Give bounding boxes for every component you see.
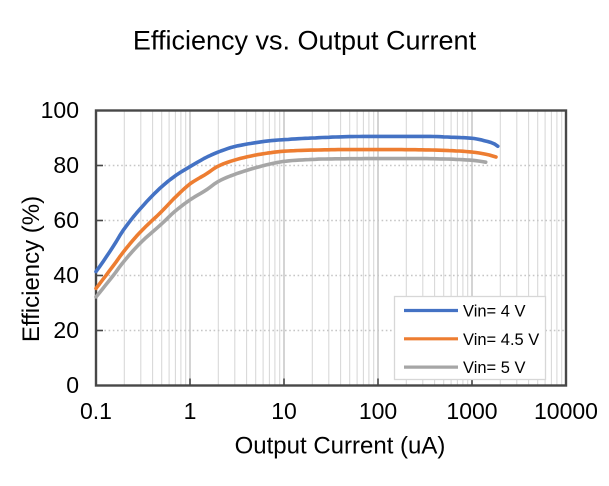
svg-text:Efficiency (%): Efficiency (%)	[18, 196, 45, 342]
svg-text:100: 100	[41, 97, 79, 123]
svg-text:10000: 10000	[534, 398, 598, 424]
svg-text:80: 80	[53, 152, 79, 178]
svg-text:100: 100	[359, 398, 397, 424]
svg-text:40: 40	[53, 262, 79, 288]
svg-text:Vin= 4 V: Vin= 4 V	[463, 303, 526, 321]
svg-text:10: 10	[271, 398, 297, 424]
svg-text:1: 1	[184, 398, 197, 424]
svg-text:Vin= 5 V: Vin= 5 V	[463, 359, 526, 377]
svg-text:0.1: 0.1	[80, 398, 112, 424]
svg-text:Efficiency vs. Output Current: Efficiency vs. Output Current	[133, 26, 477, 56]
svg-text:1000: 1000	[446, 398, 497, 424]
svg-text:20: 20	[53, 317, 79, 343]
svg-text:Output Current (uA): Output Current (uA)	[235, 433, 446, 460]
svg-text:Vin= 4.5 V: Vin= 4.5 V	[463, 331, 539, 349]
svg-text:60: 60	[53, 207, 79, 233]
svg-text:0: 0	[66, 372, 79, 398]
